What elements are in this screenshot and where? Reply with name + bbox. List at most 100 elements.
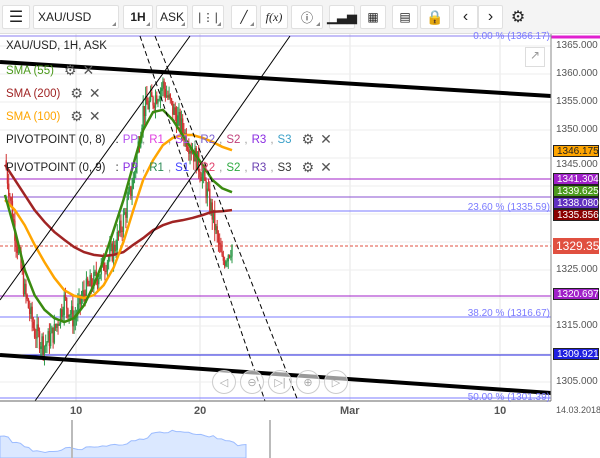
candle-body	[22, 270, 25, 295]
candle-body	[167, 95, 169, 98]
candle-body	[6, 169, 9, 184]
pivot-level: R1	[149, 133, 164, 146]
chevron-left-icon[interactable]: ‹	[453, 5, 478, 29]
candle-body	[172, 101, 174, 115]
y-tick: 1315.000	[556, 320, 598, 331]
candle-body	[10, 197, 12, 201]
chevron-right-icon[interactable]: ›	[478, 5, 503, 29]
candle-body	[12, 219, 15, 221]
candle-body	[199, 171, 201, 178]
x-tick: 20	[194, 405, 207, 417]
candle-body	[53, 324, 56, 343]
candle-body	[16, 246, 19, 254]
trendlines	[0, 35, 552, 402]
candle-body	[26, 294, 28, 299]
candle-body	[8, 183, 10, 197]
gear-icon[interactable]: ⚙	[510, 9, 526, 26]
candle-body	[197, 151, 200, 172]
zoom-in-icon[interactable]: ⊕	[296, 370, 320, 394]
candle-body	[122, 214, 125, 232]
candle-body	[227, 255, 229, 262]
pivot-level: S2	[226, 133, 241, 146]
close-icon[interactable]: ✕	[82, 62, 95, 78]
candle-body	[144, 96, 147, 117]
candle-body	[25, 283, 27, 295]
candle-body	[188, 149, 190, 154]
gear-icon[interactable]: ⚙	[301, 131, 315, 147]
price-type-value: ASK	[159, 10, 184, 24]
popout-icon[interactable]: ↗	[525, 47, 545, 67]
y-tick: 1325.000	[556, 264, 598, 275]
channel-line	[34, 35, 291, 402]
pivot-level: S1	[175, 161, 190, 174]
candle-body	[85, 278, 88, 302]
zoom-out-icon[interactable]: ⊖	[240, 370, 264, 394]
document-icon[interactable]: ▤	[392, 5, 418, 29]
candle-body	[65, 297, 68, 309]
candle-body	[181, 118, 184, 132]
price-label: 1338.080	[553, 197, 599, 209]
candle-body	[154, 95, 157, 108]
candle-body	[27, 298, 30, 309]
price-label: 1335.856	[553, 209, 599, 221]
candle-body	[142, 106, 144, 128]
candle-body	[212, 209, 215, 220]
candle-body	[216, 226, 218, 234]
candle-body	[47, 331, 49, 343]
indicators-label: f(x)	[265, 9, 283, 24]
info-icon[interactable]: ⓘ	[291, 5, 323, 29]
candle-body	[159, 90, 162, 100]
candle-body	[207, 188, 210, 190]
candle-body	[48, 331, 51, 347]
scroll-left-icon[interactable]: ◁	[212, 370, 236, 394]
pivot-level: PP	[122, 161, 139, 174]
reset-icon[interactable]: ▷|	[268, 370, 292, 394]
candle-body	[49, 333, 52, 347]
timeframe-select[interactable]: 1H	[123, 5, 153, 29]
indicator-label: SMA (200)	[6, 87, 61, 100]
close-icon[interactable]: ✕	[320, 159, 332, 175]
candle-body	[99, 274, 101, 279]
scroll-right-icon[interactable]: ▷	[324, 370, 348, 394]
gear-icon[interactable]: ⚙	[63, 62, 77, 78]
lock-icon[interactable]: 🔒	[420, 5, 450, 29]
candlestick-icon[interactable]: ∣⋮∣	[192, 5, 224, 29]
candle-body	[173, 107, 175, 115]
candle-body	[160, 87, 163, 91]
gear-icon[interactable]: ⚙	[301, 159, 315, 175]
price-type-select[interactable]: ASK	[156, 5, 188, 29]
gear-icon[interactable]: ⚙	[70, 108, 83, 124]
close-icon[interactable]: ✕	[88, 108, 101, 124]
channel-line	[0, 35, 191, 301]
candle-body	[190, 150, 192, 154]
pencil-icon[interactable]: ╱	[231, 5, 257, 29]
navigator[interactable]	[0, 420, 600, 458]
indicators-button[interactable]: f(x)	[260, 5, 288, 29]
candle-body	[214, 209, 216, 231]
price-label: 1346.175	[553, 145, 599, 157]
pivot-level: R2	[200, 161, 216, 174]
pivot-label: PIVOTPOINT (0, 8)	[6, 133, 106, 146]
candle-body	[196, 151, 199, 171]
price-chart[interactable]	[0, 34, 600, 458]
candle-body	[186, 146, 189, 150]
resistance-trendline	[0, 60, 552, 98]
candle-body	[64, 294, 67, 298]
gear-icon[interactable]: ⚙	[70, 85, 83, 101]
hamburger-icon[interactable]: ☰	[2, 5, 30, 29]
candle-body	[105, 270, 107, 272]
sma-55-line	[3, 108, 233, 324]
bar-chart-icon[interactable]: ▁▃▅	[327, 5, 357, 29]
indicator-legend-item: SMA (100) ⚙ ✕	[6, 108, 101, 125]
candle-body	[63, 294, 65, 316]
candle-body	[56, 324, 58, 328]
candle-body	[189, 150, 191, 154]
close-icon[interactable]: ✕	[88, 85, 101, 101]
calendar-icon[interactable]: ▦	[360, 5, 386, 29]
candle-body	[112, 244, 115, 261]
candle-body	[136, 152, 138, 168]
candle-body	[177, 115, 179, 129]
symbol-select[interactable]: XAU/USD	[33, 5, 119, 29]
close-icon[interactable]: ✕	[320, 131, 332, 147]
candle-body	[149, 92, 152, 101]
